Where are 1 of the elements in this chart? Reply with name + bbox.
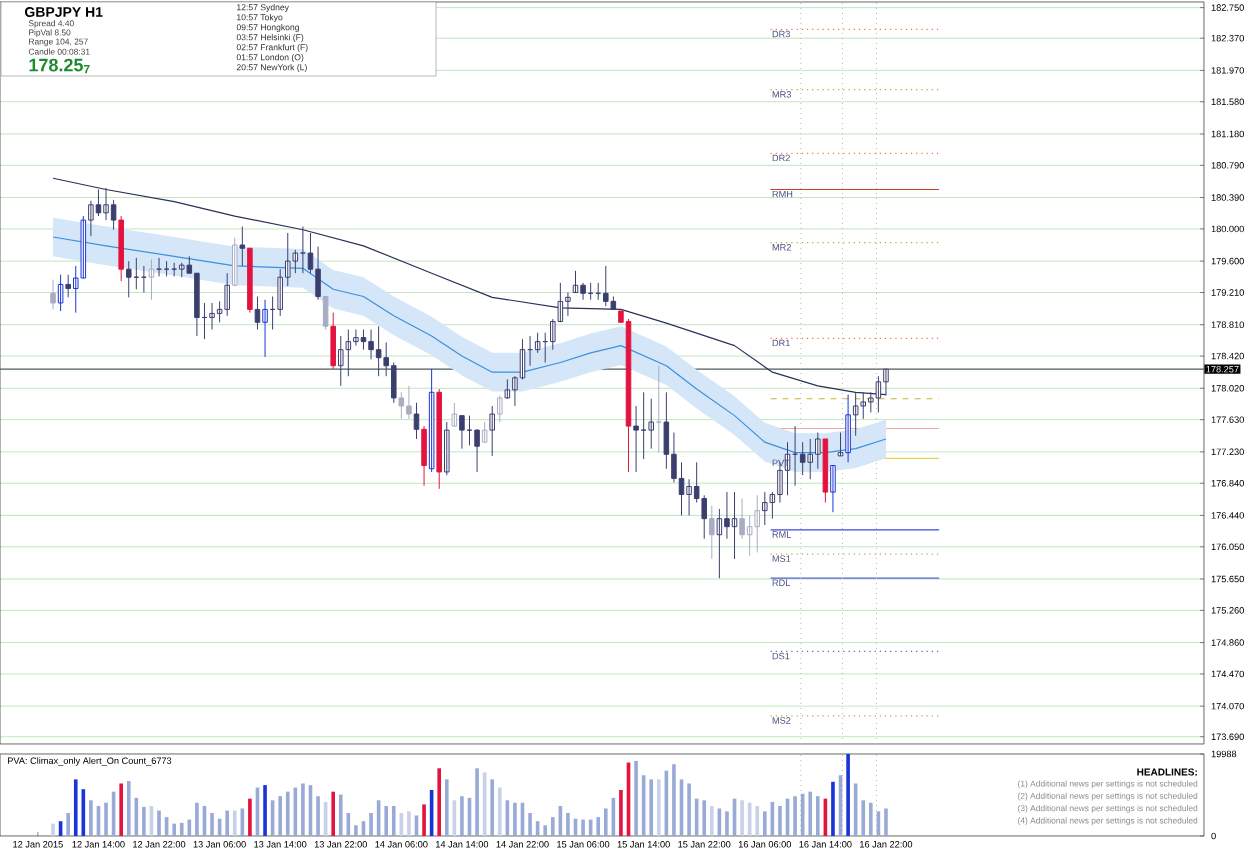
annotation: 178.25$_{7}$ [29, 58, 90, 74]
